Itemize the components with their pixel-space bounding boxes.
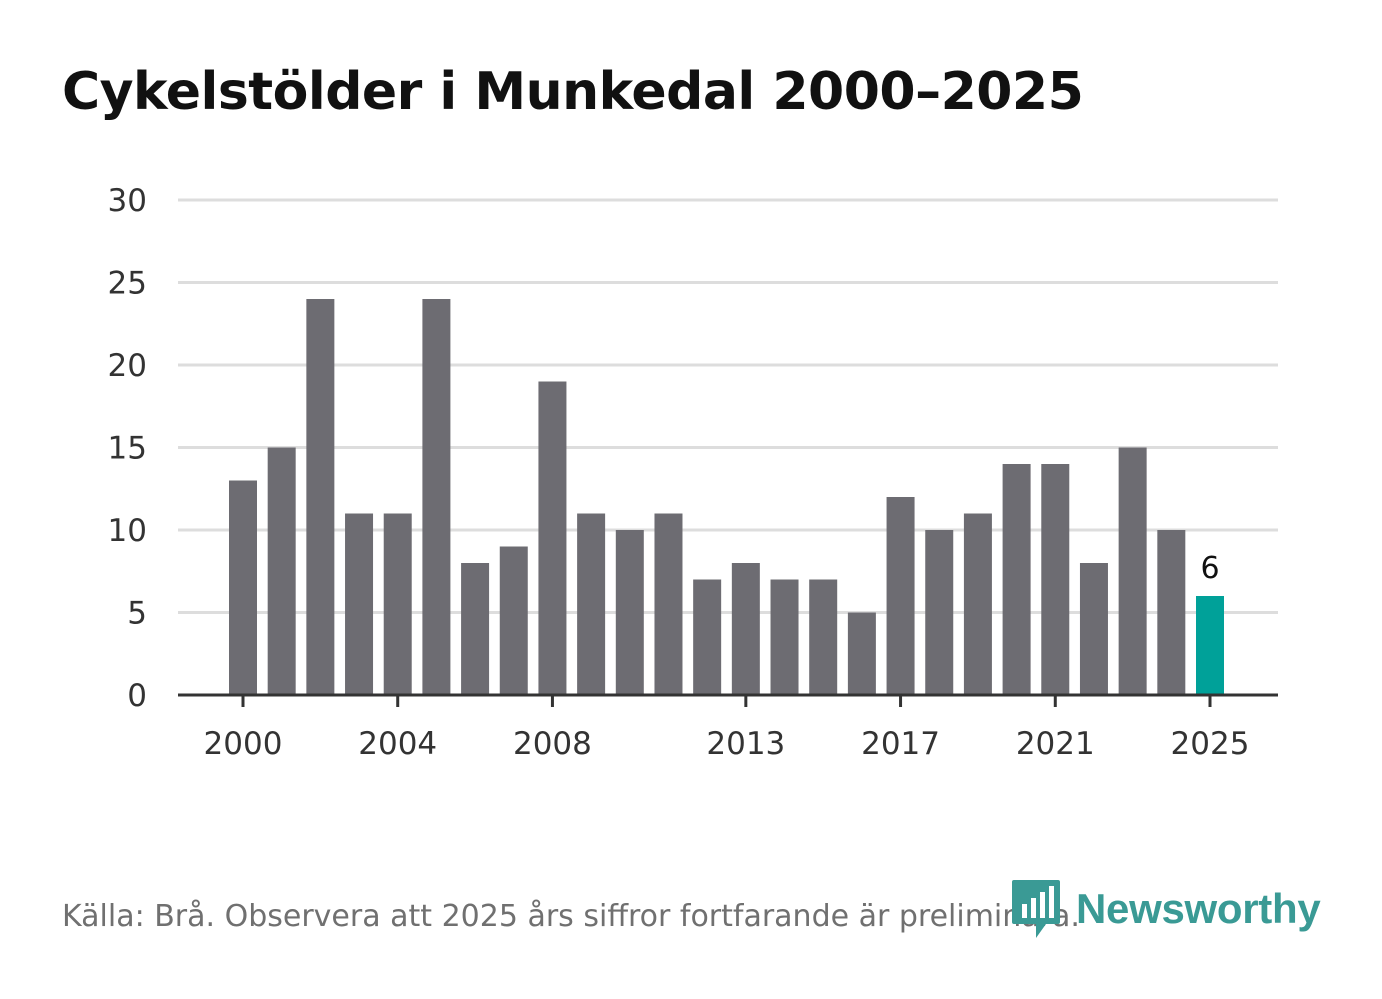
x-tick-label: 2025 — [1171, 726, 1250, 762]
bar-2000 — [229, 480, 257, 695]
bar-2017 — [886, 497, 915, 695]
bars — [229, 299, 1224, 695]
bar-2022 — [1079, 563, 1108, 695]
y-tick-label: 20 — [108, 348, 147, 384]
x-tick-label: 2008 — [513, 726, 592, 762]
brand-logo[interactable]: Newsworthy — [1010, 878, 1321, 940]
y-tick-label: 25 — [108, 266, 147, 302]
chart-title: Cykelstölder i Munkedal 2000–2025 — [62, 62, 1084, 122]
bar-2005 — [422, 299, 451, 695]
bar-2025 — [1196, 596, 1224, 695]
bar-2006 — [461, 563, 490, 695]
bar-2019 — [963, 513, 992, 695]
newsworthy-logo-icon — [1012, 880, 1060, 938]
x-tick-label: 2004 — [358, 726, 437, 762]
bar-2016 — [847, 612, 876, 695]
bar-2003 — [345, 513, 374, 695]
bar-2009 — [577, 513, 606, 695]
y-tick-label: 15 — [108, 431, 147, 467]
bar-2011 — [654, 513, 683, 695]
bar-2010 — [615, 530, 644, 695]
data-label-2025: 6 — [1200, 551, 1219, 586]
bar-2023 — [1118, 447, 1147, 695]
y-tick-label: 0 — [127, 678, 147, 714]
source-note: Källa: Brå. Observera att 2025 års siffr… — [62, 899, 1080, 934]
x-tick-label: 2021 — [1016, 726, 1095, 762]
bar-2021 — [1041, 464, 1070, 695]
bar-2012 — [693, 579, 722, 695]
bar-2004 — [383, 513, 412, 695]
bar-2018 — [925, 530, 954, 695]
bar-2002 — [306, 299, 335, 695]
y-tick-label: 5 — [127, 596, 147, 632]
bar-2024 — [1157, 530, 1186, 695]
bar-2001 — [267, 447, 296, 695]
axes — [178, 693, 1278, 707]
bar-2014 — [770, 579, 799, 695]
x-tick-label: 2017 — [861, 726, 940, 762]
y-tick-label: 30 — [108, 183, 147, 219]
bar-2013 — [731, 563, 760, 695]
brand-name: Newsworthy — [1076, 885, 1321, 932]
bar-2008 — [538, 381, 567, 695]
bar-2007 — [499, 546, 528, 695]
grid-lines — [178, 198, 1278, 614]
bar-2020 — [1002, 464, 1031, 695]
x-tick-label: 2013 — [706, 726, 785, 762]
bar-2015 — [809, 579, 838, 695]
y-tick-label: 10 — [108, 513, 147, 549]
x-tick-label: 2000 — [204, 726, 283, 762]
